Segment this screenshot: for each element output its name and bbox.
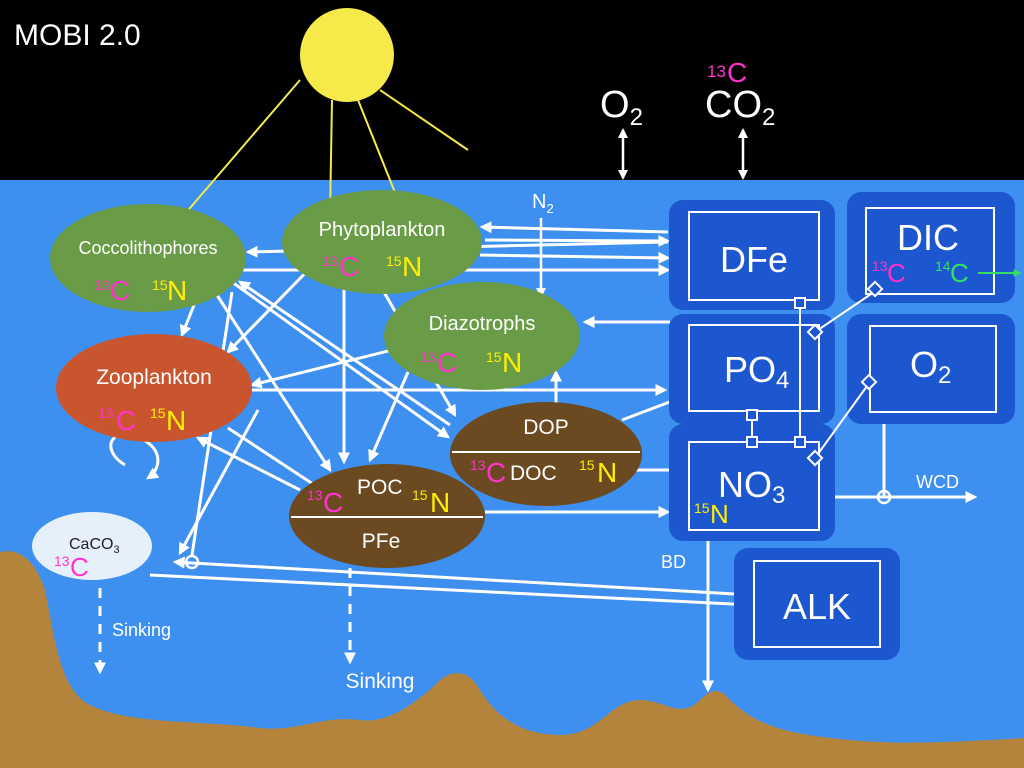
svg-text:15: 15 bbox=[579, 457, 595, 473]
sinking-label-left: Sinking bbox=[112, 620, 171, 640]
po4-panel bbox=[669, 314, 835, 424]
svg-text:C: C bbox=[116, 405, 136, 436]
gas-co2: 13 C CO2 bbox=[705, 57, 775, 131]
zooplankton-node: Zooplankton 13 C 15 N bbox=[56, 334, 252, 442]
svg-text:POC: POC bbox=[357, 476, 403, 499]
svg-text:CaCO3: CaCO3 bbox=[69, 536, 120, 556]
svg-text:Diazotrophs: Diazotrophs bbox=[429, 313, 536, 335]
svg-text:N: N bbox=[710, 499, 729, 529]
svg-text:13: 13 bbox=[872, 258, 888, 274]
svg-text:13: 13 bbox=[322, 253, 338, 269]
svg-text:PFe: PFe bbox=[362, 530, 401, 553]
svg-text:N: N bbox=[430, 487, 450, 518]
svg-text:13: 13 bbox=[307, 487, 323, 503]
dic-isotopes: 13 C 14 C bbox=[872, 258, 969, 288]
svg-text:N: N bbox=[402, 251, 422, 282]
n2-label: N2 bbox=[532, 191, 554, 216]
svg-text:N: N bbox=[597, 457, 617, 488]
svg-text:15: 15 bbox=[486, 349, 502, 365]
dic-label: DIC bbox=[897, 217, 959, 258]
svg-text:N: N bbox=[167, 275, 187, 306]
dfe-box bbox=[688, 211, 820, 301]
svg-text:Zooplankton: Zooplankton bbox=[96, 366, 212, 389]
caco3-node: CaCO3 13 C bbox=[32, 512, 152, 582]
svg-text:C: C bbox=[70, 552, 89, 582]
svg-text:C: C bbox=[950, 258, 969, 288]
junction-dot bbox=[184, 554, 200, 570]
alk-label: ALK bbox=[783, 586, 851, 627]
sun-icon bbox=[177, 8, 469, 226]
svg-text:N: N bbox=[502, 347, 522, 378]
svg-text:13: 13 bbox=[470, 457, 486, 473]
svg-text:15: 15 bbox=[150, 405, 166, 421]
dfe-panel bbox=[669, 200, 835, 310]
svg-text:15: 15 bbox=[386, 253, 402, 269]
o2-box bbox=[869, 325, 997, 413]
sinking-label-middle: Sinking bbox=[346, 670, 415, 693]
junction-dot bbox=[876, 489, 892, 505]
dic-panel bbox=[847, 192, 1015, 303]
gas-o2: O2 bbox=[600, 84, 643, 131]
svg-text:Phytoplankton: Phytoplankton bbox=[319, 219, 446, 241]
svg-text:15: 15 bbox=[412, 487, 428, 503]
dfe-label: DFe bbox=[720, 239, 788, 280]
slide-title: MOBI 2.0 bbox=[14, 19, 141, 52]
svg-text:15: 15 bbox=[694, 500, 710, 516]
poc-pfe-node: 13 C POC 15 N PFe bbox=[289, 464, 485, 568]
dic-box bbox=[865, 207, 995, 295]
no3-isotope: 15 N bbox=[694, 499, 729, 529]
bd-label: BD bbox=[661, 552, 686, 572]
svg-text:13: 13 bbox=[420, 349, 436, 365]
svg-text:Coccolithophores: Coccolithophores bbox=[78, 238, 217, 258]
o2-panel bbox=[847, 314, 1015, 424]
svg-text:C: C bbox=[887, 258, 906, 288]
svg-text:13: 13 bbox=[707, 62, 726, 81]
alk-panel bbox=[734, 548, 900, 660]
svg-text:C: C bbox=[486, 457, 506, 488]
svg-text:C: C bbox=[437, 347, 457, 378]
phytoplankton-node: Phytoplankton 13 C 15 N bbox=[282, 190, 482, 294]
dop-doc-node: DOP 13 C DOC 15 N bbox=[450, 402, 642, 506]
svg-text:15: 15 bbox=[152, 277, 168, 293]
svg-text:C: C bbox=[110, 275, 130, 306]
svg-text:14: 14 bbox=[935, 258, 951, 274]
svg-text:13: 13 bbox=[54, 553, 70, 569]
svg-text:DOP: DOP bbox=[523, 416, 569, 439]
svg-text:DOC: DOC bbox=[510, 462, 557, 485]
coccolithophores-node: Coccolithophores 13 C 15 N bbox=[50, 204, 246, 312]
svg-text:CO2: CO2 bbox=[705, 84, 775, 131]
svg-text:13: 13 bbox=[94, 277, 110, 293]
no3-label: NO3 bbox=[718, 464, 785, 509]
svg-text:C: C bbox=[727, 57, 747, 88]
diazotrophs-node: Diazotrophs 13 C 15 N bbox=[384, 282, 580, 390]
sky-background bbox=[0, 0, 1024, 180]
seafloor bbox=[0, 551, 1024, 768]
svg-text:C: C bbox=[323, 487, 343, 518]
svg-text:N: N bbox=[166, 405, 186, 436]
stoichiometry-links bbox=[746, 280, 884, 467]
o2-box-label: O2 bbox=[910, 344, 951, 389]
svg-text:13: 13 bbox=[98, 405, 114, 421]
svg-text:C: C bbox=[339, 251, 359, 282]
svg-text:O2: O2 bbox=[600, 84, 643, 131]
alk-box bbox=[753, 560, 881, 648]
no3-panel bbox=[669, 424, 835, 541]
wcd-label: WCD bbox=[916, 472, 959, 492]
po4-label: PO4 bbox=[724, 349, 789, 394]
